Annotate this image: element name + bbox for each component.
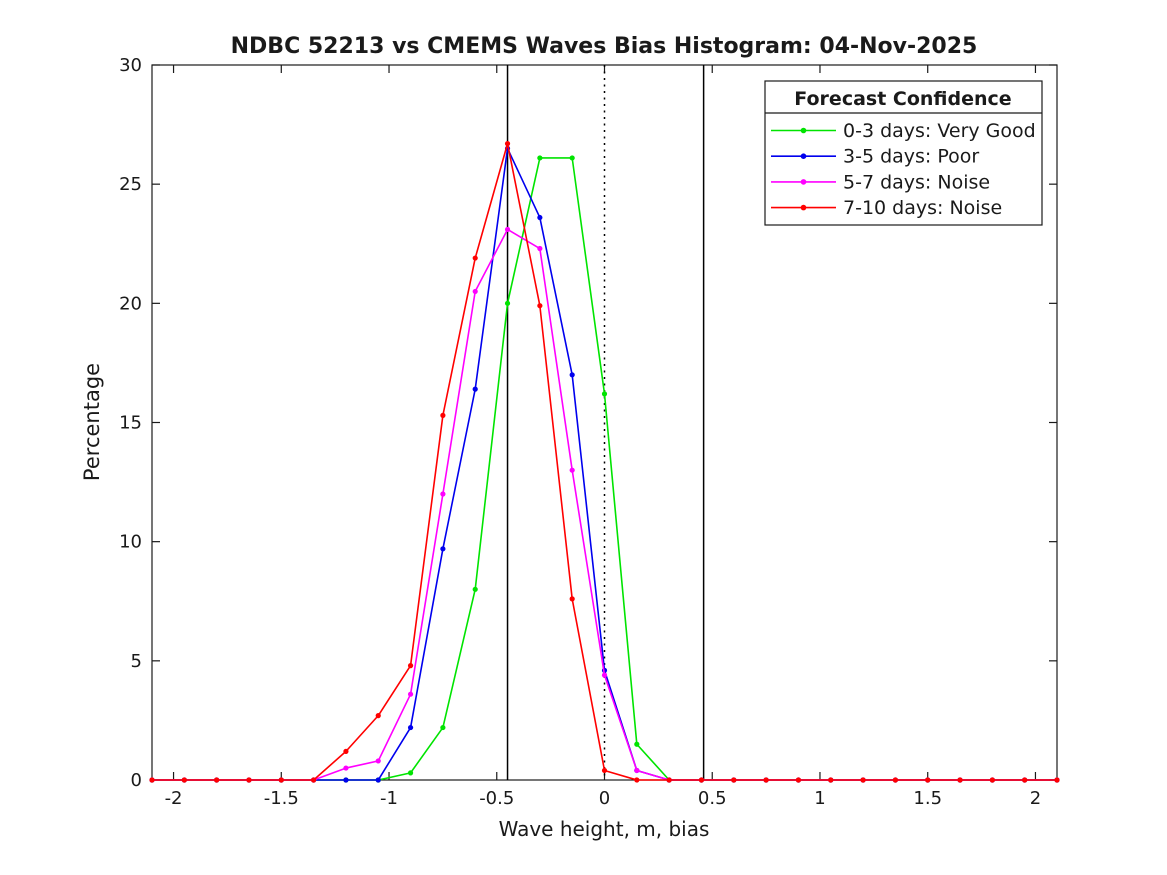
y-tick-label: 10 (119, 532, 142, 553)
data-point (407, 663, 414, 669)
data-point (440, 412, 446, 418)
data-point (763, 777, 769, 783)
legend-entry-label: 5-7 days: Noise (843, 171, 990, 193)
x-tick-label: 0 (599, 788, 610, 809)
legend-marker-dot (800, 153, 807, 159)
series-markers-2 (149, 226, 1060, 783)
data-point (343, 777, 349, 783)
legend-entry-1: 3-5 days: Poor (771, 146, 979, 168)
data-point (860, 777, 866, 783)
legend-entry-label: 0-3 days: Very Good (843, 120, 1036, 142)
data-point (569, 155, 575, 161)
data-point (569, 467, 575, 473)
data-point (181, 777, 187, 783)
data-point (666, 777, 672, 783)
legend-entry-0: 0-3 days: Very Good (771, 120, 1036, 142)
data-point (537, 303, 543, 309)
x-tick-label: 1 (814, 788, 825, 809)
x-tick-label: -1 (380, 788, 398, 809)
data-point (731, 777, 737, 783)
data-point (601, 391, 608, 397)
data-point (440, 491, 446, 497)
data-point (278, 777, 284, 783)
data-point (504, 141, 511, 147)
x-axis-label: Wave height, m, bias (499, 817, 710, 841)
data-point (214, 777, 220, 783)
legend-marker-dot (800, 127, 807, 134)
x-tick-label: -0.5 (479, 788, 514, 809)
data-point (311, 777, 317, 783)
x-tick-label: 0.5 (698, 788, 727, 809)
data-point (569, 596, 575, 602)
data-point (601, 672, 608, 678)
data-point (698, 777, 705, 783)
data-point (472, 586, 478, 592)
legend-entry-label: 7-10 days: Noise (843, 197, 1002, 219)
y-tick-label: 15 (119, 413, 142, 434)
legend-entry-label: 3-5 days: Poor (843, 146, 979, 168)
data-point (957, 777, 963, 783)
data-point (634, 767, 640, 774)
y-tick-label: 30 (119, 55, 142, 76)
data-point (1022, 777, 1028, 783)
legend-title: Forecast Confidence (794, 88, 1011, 110)
legend-marker-dot (800, 179, 807, 185)
data-point (925, 777, 931, 783)
data-point (537, 245, 543, 252)
data-point (375, 777, 381, 783)
y-tick-label: 0 (131, 770, 142, 791)
data-point (407, 724, 414, 731)
data-point (828, 777, 834, 783)
series-markers-3 (149, 141, 1060, 783)
legend-entry-3: 7-10 days: Noise (771, 197, 1002, 219)
legend: Forecast Confidence 0-3 days: Very Good 3… (764, 80, 1043, 226)
data-point (472, 386, 478, 392)
data-point (892, 777, 898, 783)
data-point (407, 691, 414, 697)
data-point (795, 777, 802, 783)
data-point (375, 713, 381, 719)
data-point (504, 226, 511, 233)
data-point (440, 724, 446, 731)
legend-entries: 0-3 days: Very Good 3-5 days: Poor 5-7 day… (771, 120, 1036, 219)
data-point (634, 777, 640, 783)
data-point (343, 765, 349, 771)
data-point (1054, 777, 1060, 783)
x-tick-label: -2 (165, 788, 183, 809)
y-tick-label: 5 (131, 651, 142, 672)
data-point (149, 777, 155, 783)
chart-title: NDBC 52213 vs CMEMS Waves Bias Histogram… (231, 34, 978, 59)
data-point (989, 777, 995, 783)
data-point (634, 741, 640, 747)
data-point (537, 155, 543, 161)
x-tick-label: 2 (1030, 788, 1041, 809)
series-line-1 (152, 147, 1057, 781)
legend-entry-2: 5-7 days: Noise (771, 171, 990, 193)
data-point (472, 288, 478, 295)
legend-box (764, 80, 1043, 226)
y-tick-label: 20 (119, 293, 142, 314)
data-point (375, 758, 381, 764)
data-point (537, 214, 543, 221)
data-point (569, 372, 575, 378)
data-point (343, 748, 349, 755)
data-point (472, 255, 478, 261)
legend-marker-dot (800, 204, 807, 211)
data-point (246, 777, 252, 783)
y-axis-label: Percentage (80, 363, 104, 481)
x-tick-label: 1.5 (913, 788, 942, 809)
y-tick-label: 25 (119, 174, 142, 195)
data-point (440, 546, 446, 552)
data-point (407, 770, 414, 776)
data-point (601, 767, 608, 774)
data-point (504, 300, 511, 306)
x-tick-label: -1.5 (264, 788, 299, 809)
